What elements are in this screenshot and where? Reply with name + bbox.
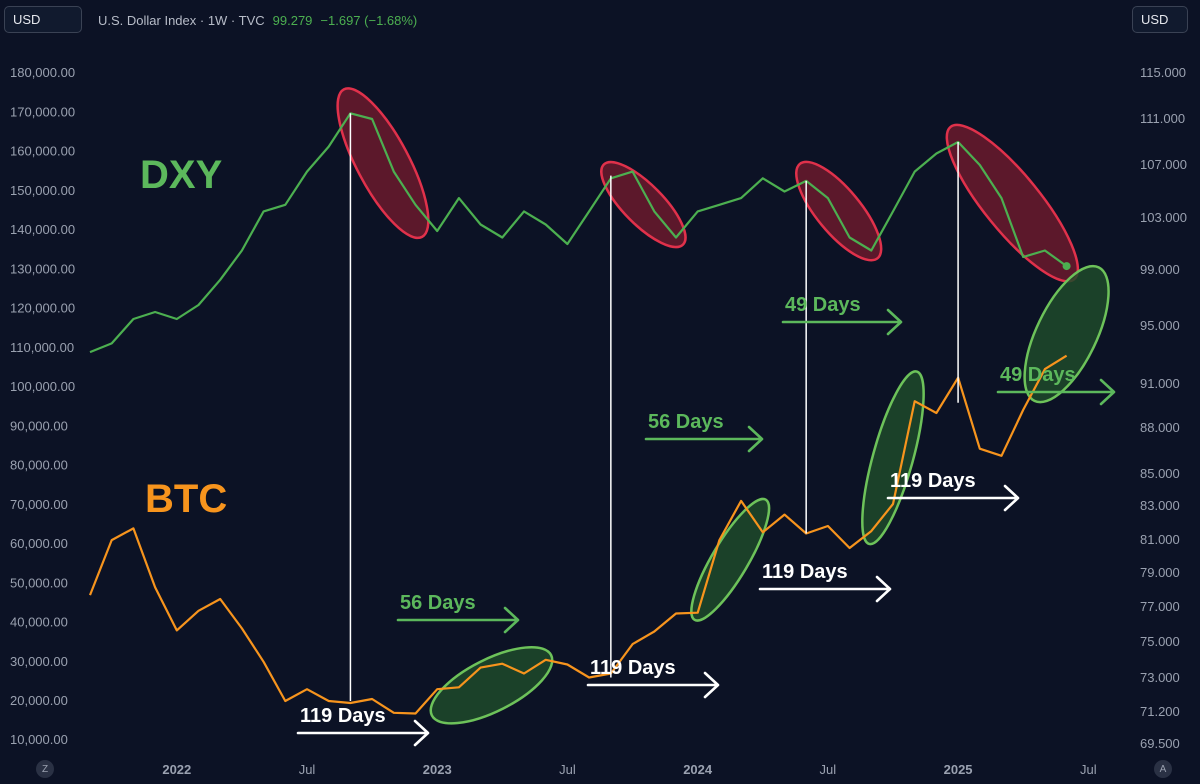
corner-label: A (1159, 763, 1167, 775)
left-tick-label: 160,000.00 (10, 144, 75, 159)
red-highlight-ellipse (336, 87, 430, 240)
price-change: −1.697 (−1.68%) (320, 12, 418, 28)
green-highlight-ellipse (429, 645, 554, 725)
right-tick-label: 95.000 (1140, 318, 1180, 333)
day-count-label: 119 Days (762, 561, 848, 583)
left-tick-label: 130,000.00 (10, 261, 75, 276)
dxy-label: DXY (140, 153, 223, 197)
green-highlight-ellipse (861, 370, 925, 546)
day-arrow (781, 308, 903, 336)
right-tick-label: 81.000 (1140, 532, 1180, 547)
left-tick-label: 80,000.00 (10, 458, 68, 473)
day-count-label: 119 Days (590, 657, 676, 679)
right-tick-label: 115.000 (1140, 65, 1186, 80)
time-axis: 2022 Jul 2023 Jul 2024 Jul 2025 Jul (162, 762, 1096, 777)
day-count-label: 56 Days (400, 592, 476, 614)
red-highlight-ellipse (795, 160, 883, 262)
x-tick-label: Jul (1080, 762, 1097, 777)
left-tick-label: 30,000.00 (10, 654, 68, 669)
day-count-label: 119 Days (300, 705, 386, 727)
last-price-dot (1062, 262, 1071, 271)
corner-label: Z (41, 763, 49, 775)
symbol-title: U.S. Dollar Index · 1W · TVC (98, 12, 265, 28)
annotations: DXY BTC 119 Days 56 Days 119 Days 56 Days 119 … (140, 113, 1116, 747)
symbol-header: U.S. Dollar Index · 1W · TVC 99.279 −1.6… (98, 8, 417, 32)
day-arrow (396, 606, 520, 634)
right-tick-label: 85.000 (1140, 466, 1180, 481)
left-tick-label: 50,000.00 (10, 575, 68, 590)
x-tick-label: Jul (559, 762, 576, 777)
left-tick-label: 180,000.00 (10, 65, 75, 80)
left-tick-label: 150,000.00 (10, 183, 75, 198)
day-arrow (886, 484, 1020, 512)
left-tick-label: 60,000.00 (10, 536, 68, 551)
right-tick-label: 103.000 (1140, 210, 1187, 225)
currency-selector-left[interactable]: USD (4, 6, 82, 33)
red-highlight-ellipse (600, 160, 687, 249)
zoom-reset-button[interactable]: Z (36, 760, 54, 778)
day-count-label: 49 Days (785, 294, 861, 316)
right-tick-label: 107.000 (1140, 157, 1187, 172)
right-tick-label: 69.500 (1140, 736, 1180, 751)
left-tick-label: 20,000.00 (10, 693, 68, 708)
right-tick-label: 111.000 (1140, 111, 1185, 126)
x-tick-label: 2023 (423, 762, 452, 777)
currency-label: USD (13, 12, 41, 27)
day-count-label: 119 Days (890, 470, 976, 492)
right-axis: 69.500 71.200 73.000 75.000 77.000 79.000 81.0… (1140, 65, 1187, 751)
day-arrow (296, 719, 430, 747)
left-tick-label: 120,000.00 (10, 301, 75, 316)
right-tick-label: 77.000 (1140, 599, 1180, 614)
left-tick-label: 10,000.00 (10, 732, 68, 747)
left-tick-label: 70,000.00 (10, 497, 68, 512)
last-price: 99.279 (272, 12, 313, 28)
auto-scale-button[interactable]: A (1154, 760, 1172, 778)
day-count-label: 56 Days (648, 411, 724, 433)
day-arrow (758, 575, 892, 603)
x-tick-label: 2022 (162, 762, 191, 777)
x-tick-label: 2025 (944, 762, 973, 777)
currency-selector-right[interactable]: USD (1132, 6, 1188, 33)
day-arrow (644, 425, 764, 453)
right-tick-label: 91.000 (1140, 376, 1180, 391)
day-arrow (996, 378, 1116, 406)
right-tick-label: 75.000 (1140, 634, 1180, 649)
x-tick-label: Jul (820, 762, 837, 777)
left-tick-label: 40,000.00 (10, 615, 68, 630)
left-tick-label: 140,000.00 (10, 222, 75, 237)
btc-label: BTC (145, 477, 227, 521)
left-tick-label: 170,000.00 (10, 104, 75, 119)
right-tick-label: 71.200 (1140, 704, 1180, 719)
day-count-label: 49 Days (1000, 364, 1076, 386)
green-highlight-ellipse (690, 497, 771, 622)
series-line-dxy (89, 112, 1068, 354)
series-line-btc (88, 354, 1068, 715)
right-tick-label: 83.000 (1140, 498, 1180, 513)
day-arrow (586, 671, 720, 699)
left-axis: 10,000.00 20,000.00 30,000.00 40,000.00 50,0… (10, 65, 75, 747)
left-tick-label: 100,000.00 (10, 379, 75, 394)
x-tick-label: Jul (299, 762, 316, 777)
left-tick-label: 110,000.00 (10, 340, 74, 355)
x-tick-label: 2024 (683, 762, 713, 777)
right-tick-label: 88.000 (1140, 420, 1180, 435)
currency-label: USD (1141, 12, 1169, 27)
left-tick-label: 90,000.00 (10, 418, 68, 433)
right-tick-label: 99.000 (1140, 262, 1180, 277)
right-tick-label: 73.000 (1140, 670, 1180, 685)
right-tick-label: 79.000 (1140, 565, 1180, 580)
series-lines (88, 112, 1071, 715)
